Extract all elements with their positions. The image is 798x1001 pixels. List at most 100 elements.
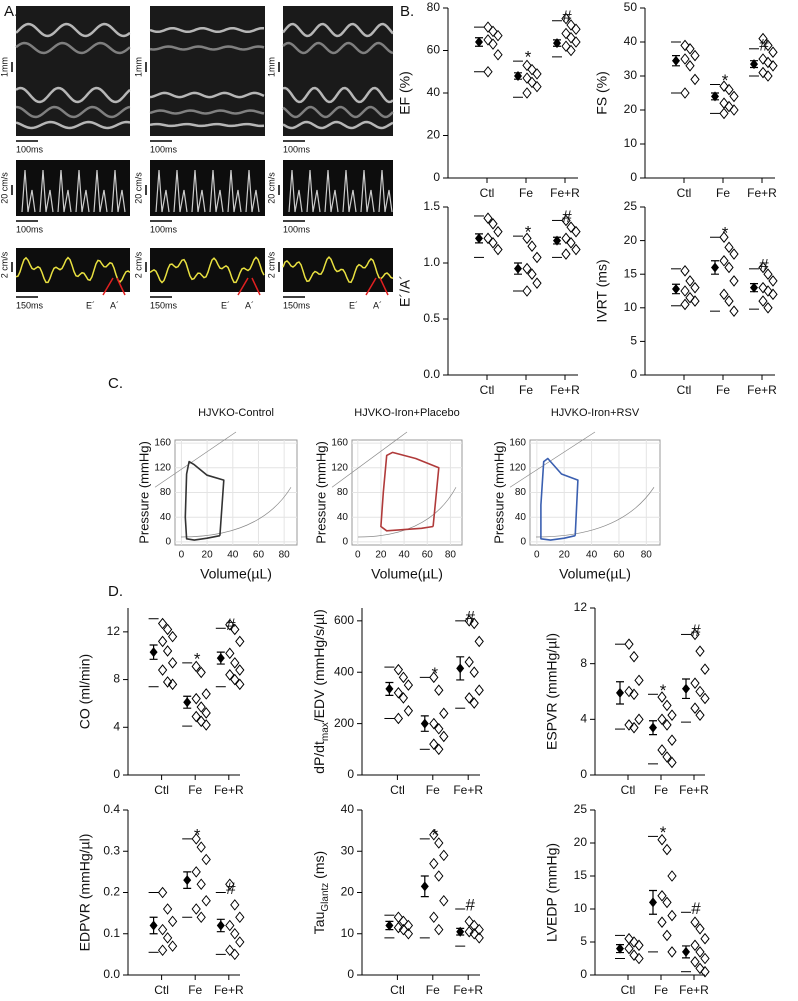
- data-point: [700, 692, 710, 705]
- mean-marker: [711, 91, 719, 102]
- m-mode-trace: [15, 86, 131, 104]
- y-axis-label-part: dP/dt: [311, 741, 327, 774]
- data-point: [662, 719, 672, 731]
- x-tick-label: Fe: [188, 783, 202, 797]
- data-point: [724, 100, 734, 113]
- y-tick-label: 0: [113, 767, 120, 781]
- chart-title: HJVKO-Iron+Placebo: [354, 407, 459, 419]
- data-point: [527, 268, 537, 281]
- y-tick-label: 8: [113, 672, 120, 686]
- y-tick-label: 0.4: [103, 802, 120, 816]
- data-point: [662, 699, 672, 712]
- data-point: [624, 719, 634, 731]
- y-tick-label: 10: [624, 300, 638, 314]
- mean-marker: [456, 926, 465, 937]
- doppler-trace: [155, 169, 260, 213]
- y-axis-label: IVRT (ms): [594, 259, 610, 322]
- data-point: [469, 927, 479, 940]
- data-point: [719, 97, 729, 110]
- data-point: [225, 668, 235, 681]
- wave-label: E´: [86, 300, 95, 310]
- y-tick-label: 4: [113, 719, 120, 733]
- y-axis-label: CO (ml/min): [77, 654, 93, 729]
- y-tick-label: 80: [427, 0, 441, 14]
- y-tick-label: 15: [574, 868, 588, 882]
- data-point: [196, 841, 206, 853]
- data-point: [162, 676, 173, 688]
- data-point: [657, 691, 667, 703]
- mean-marker: [553, 38, 561, 49]
- data-point: [768, 59, 778, 72]
- y-tick-label: 120: [331, 462, 348, 473]
- data-point: [398, 692, 409, 704]
- data-point: [483, 232, 493, 245]
- data-point: [763, 56, 773, 69]
- data-point: [571, 225, 581, 238]
- data-point: [225, 944, 235, 957]
- data-point: [493, 225, 503, 238]
- y-tick-label: 0: [347, 967, 354, 981]
- data-point: [167, 915, 178, 928]
- y-tick-label: 20: [574, 835, 588, 849]
- data-point: [464, 656, 474, 668]
- data-point: [493, 29, 503, 42]
- data-point: [439, 849, 449, 862]
- y-tick-label: 160: [509, 438, 526, 449]
- data-point: [566, 221, 576, 233]
- data-point: [690, 939, 700, 952]
- mean-marker: [385, 683, 394, 694]
- y-tick-label: 0.5: [423, 311, 440, 325]
- mean-marker: [682, 946, 690, 957]
- data-point: [225, 647, 235, 660]
- data-point: [768, 275, 778, 287]
- m-mode-trace: [149, 91, 265, 99]
- y-tick-label: 30: [341, 843, 355, 857]
- data-point: [191, 692, 201, 705]
- scale-label: 100ms: [150, 144, 178, 154]
- data-point: [167, 657, 178, 669]
- m-mode-trace: [149, 122, 265, 128]
- data-point: [235, 678, 245, 691]
- y-axis-label: FS (%): [594, 71, 610, 115]
- x-tick-label: Fe+R: [214, 983, 244, 997]
- panel-label: C.: [108, 375, 123, 392]
- y-tick-label: 30: [624, 68, 638, 82]
- data-point: [662, 751, 672, 763]
- data-point: [700, 965, 710, 978]
- data-point: [629, 650, 639, 663]
- data-point: [434, 870, 444, 882]
- data-point: [225, 919, 235, 932]
- significance-mark: #: [759, 35, 769, 54]
- reference-curve: [509, 431, 596, 488]
- m-mode-image: [150, 6, 265, 136]
- x-tick-label: Fe+R: [453, 783, 483, 797]
- data-point: [191, 903, 201, 915]
- data-point: [695, 685, 705, 698]
- data-point: [522, 87, 532, 99]
- data-point: [429, 828, 439, 841]
- scale-label: 100ms: [16, 144, 44, 154]
- data-point: [201, 707, 211, 719]
- data-point: [196, 911, 206, 924]
- data-point: [657, 916, 667, 929]
- data-point: [657, 889, 667, 902]
- doppler-trace: [288, 169, 393, 213]
- mean-marker: [475, 37, 483, 47]
- x-tick-label: Ctl: [621, 783, 636, 797]
- data-point: [196, 715, 206, 728]
- data-point: [724, 241, 734, 254]
- y-axis-label-part: max: [320, 722, 331, 741]
- y-tick-label: 0.2: [103, 885, 120, 899]
- data-point: [196, 701, 206, 713]
- y-tick-label: 40: [427, 85, 441, 99]
- y-tick-label: 20: [341, 885, 355, 899]
- y-tick-label: 200: [334, 716, 354, 730]
- mean-marker: [750, 282, 758, 293]
- y-tick-label: 8: [580, 656, 587, 670]
- x-tick-label: 60: [253, 550, 265, 561]
- scale-label: 100ms: [283, 144, 311, 154]
- data-point: [201, 688, 211, 700]
- m-mode-trace: [149, 45, 265, 51]
- y-tick-label: 0: [520, 537, 526, 548]
- x-tick-label: Ctl: [621, 983, 636, 997]
